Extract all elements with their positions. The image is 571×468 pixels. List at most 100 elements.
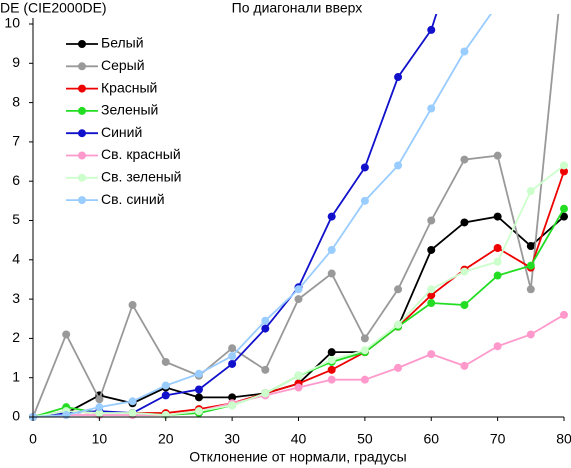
point [327, 269, 336, 278]
point [261, 316, 270, 325]
point [161, 391, 170, 400]
point [394, 285, 403, 294]
point [427, 299, 436, 308]
y-tick-label: 7 [12, 133, 20, 149]
point [62, 411, 71, 420]
y-tick-label: 9 [12, 54, 20, 70]
point [128, 397, 137, 406]
point [394, 320, 403, 329]
point [526, 285, 535, 294]
x-tick-label: 40 [291, 431, 307, 447]
x-tick-label: 20 [158, 431, 174, 447]
point [460, 300, 469, 309]
point [394, 73, 403, 82]
legend-marker [78, 151, 86, 160]
point [228, 359, 237, 368]
point [493, 271, 502, 280]
x-tick-label: 10 [92, 431, 108, 447]
series-line [32, 14, 438, 418]
point [427, 216, 436, 225]
x-tick-label: 0 [29, 431, 37, 447]
x-tick-label: 30 [224, 431, 240, 447]
point [460, 361, 469, 370]
point [128, 409, 137, 418]
point [327, 365, 336, 374]
point [95, 395, 104, 404]
y-tick-label: 8 [12, 93, 20, 109]
point [427, 285, 436, 294]
point [194, 385, 203, 394]
point [560, 167, 568, 176]
y-tick-label: 1 [12, 368, 20, 384]
point [427, 245, 436, 254]
legend-label: Белый [101, 35, 144, 51]
point [327, 356, 336, 365]
point [294, 371, 303, 380]
y-tick-label: 10 [4, 15, 20, 31]
point [294, 285, 303, 294]
point [261, 324, 270, 333]
point [95, 403, 104, 412]
point [394, 363, 403, 372]
legend-marker [78, 196, 86, 205]
legend-label: Св. красный [101, 146, 181, 162]
legend-label: Зеленый [101, 102, 158, 118]
point [327, 212, 336, 221]
y-tick-label: 3 [12, 290, 20, 306]
legend-marker [78, 129, 86, 138]
series-line [32, 314, 565, 418]
legend-marker [78, 62, 86, 71]
point [526, 330, 535, 339]
point [360, 196, 369, 205]
y-tick-label: 5 [12, 211, 20, 227]
legend-marker [78, 84, 86, 93]
point [327, 348, 336, 357]
point [427, 291, 436, 300]
point [228, 401, 237, 410]
point [493, 257, 502, 266]
point [194, 407, 203, 416]
point [560, 204, 568, 213]
point [261, 389, 270, 398]
point [360, 334, 369, 343]
legend-label: Красный [101, 79, 157, 95]
point [460, 155, 469, 164]
y-tick-label: 4 [12, 251, 20, 267]
point [460, 267, 469, 276]
point [560, 161, 568, 170]
x-tick-label: 60 [423, 431, 439, 447]
legend-marker [78, 40, 86, 48]
point [294, 295, 303, 304]
y-axis-label: DE (CIE2000DE) [0, 0, 107, 16]
point [360, 375, 369, 384]
point [194, 393, 203, 402]
point [427, 25, 436, 34]
point [493, 342, 502, 351]
point [526, 187, 535, 196]
point [228, 393, 237, 402]
point [360, 346, 369, 355]
point [493, 151, 502, 160]
point [493, 212, 502, 221]
point [294, 383, 303, 392]
point [526, 242, 535, 251]
y-tick-label: 2 [12, 329, 20, 345]
plot [29, 14, 568, 421]
point [493, 244, 502, 253]
point [427, 104, 436, 113]
point [95, 409, 104, 418]
x-tick-label: 50 [357, 431, 373, 447]
legend-label: Св. зеленый [101, 169, 181, 185]
legend-label: Св. синий [101, 191, 165, 207]
legend-marker [78, 106, 86, 115]
point [327, 375, 336, 384]
point [560, 310, 568, 319]
y-tick-label: 6 [12, 172, 20, 188]
legend-label: Синий [101, 124, 142, 140]
point [327, 245, 336, 254]
x-tick-label: 80 [556, 431, 571, 447]
x-tick-label: 70 [490, 431, 506, 447]
point [261, 365, 270, 374]
